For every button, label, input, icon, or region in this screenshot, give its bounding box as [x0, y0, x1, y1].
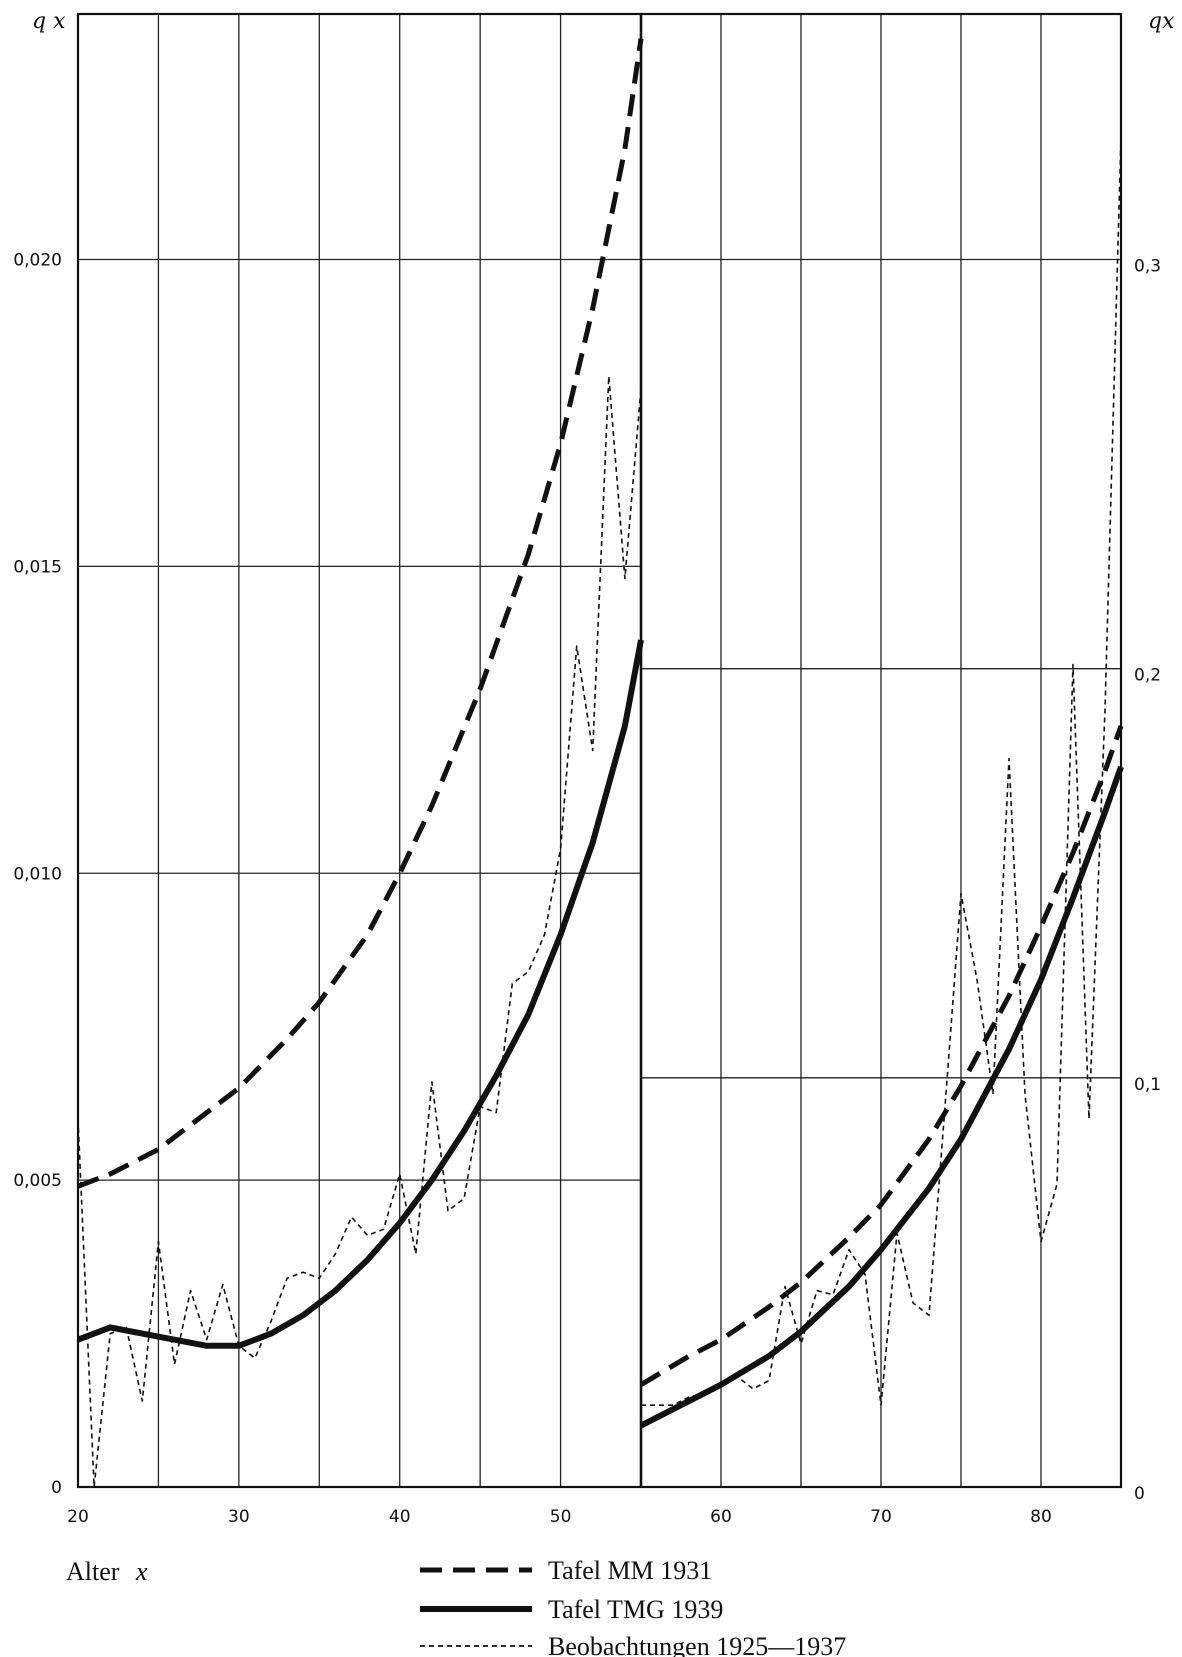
legend-label-beobachtungen: Beobachtungen 1925—1937: [548, 1632, 846, 1657]
x-axis-label-variable: x: [135, 1557, 148, 1586]
x-tick-label-30: 30: [228, 1507, 250, 1527]
legend-label-tmg1939: Tafel TMG 1939: [548, 1595, 723, 1624]
frame-layer: [76, 12, 1123, 1489]
plot-frame: [76, 12, 1123, 1489]
y-axis-label-left: q x: [32, 9, 66, 34]
y-tick-label-right-0,1: 0,1: [1134, 1075, 1161, 1095]
legend-label-mm1931: Tafel MM 1931: [548, 1556, 712, 1585]
y-tick-label-right-0,3: 0,3: [1134, 257, 1161, 277]
y-tick-label-right-0: 0: [1134, 1484, 1145, 1504]
x-tick-label-60: 60: [710, 1507, 732, 1527]
y-tick-label-left-0,015: 0,015: [13, 557, 62, 577]
x-axis-label-prefix: Alter: [66, 1557, 120, 1586]
series-right-dashed: [639, 725, 1124, 1387]
y-tick-label-left-0: 0: [51, 1478, 62, 1498]
x-tick-label-50: 50: [550, 1507, 572, 1527]
grid-layer: [78, 14, 1121, 1487]
legend: Tafel MM 1931 Tafel TMG 1939 Beobachtung…: [420, 1556, 846, 1657]
tick-labels: 20 30 40 50 0 0,005 0,010 0,015 0,020 60 70 80 0 0,1 0…: [13, 251, 1161, 1528]
x-tick-label-80: 80: [1030, 1507, 1052, 1527]
x-axis-label: Alter x: [66, 1557, 148, 1586]
x-tick-label-70: 70: [870, 1507, 892, 1527]
series-left-solid: [76, 639, 644, 1349]
series-right-dotted: [641, 136, 1122, 1406]
y-axis-label-right: qx: [1148, 9, 1175, 34]
x-tick-label-40: 40: [389, 1507, 411, 1527]
series-layer: [76, 38, 1124, 1488]
y-tick-label-left-0,020: 0,020: [13, 251, 62, 271]
y-tick-label-right-0,2: 0,2: [1134, 666, 1161, 686]
series-left-dotted: [77, 375, 642, 1488]
series-left-dashed: [77, 38, 644, 1189]
x-tick-label-20: 20: [67, 1507, 89, 1527]
y-tick-label-left-0,010: 0,010: [13, 864, 62, 884]
y-tick-label-left-0,005: 0,005: [13, 1171, 62, 1191]
